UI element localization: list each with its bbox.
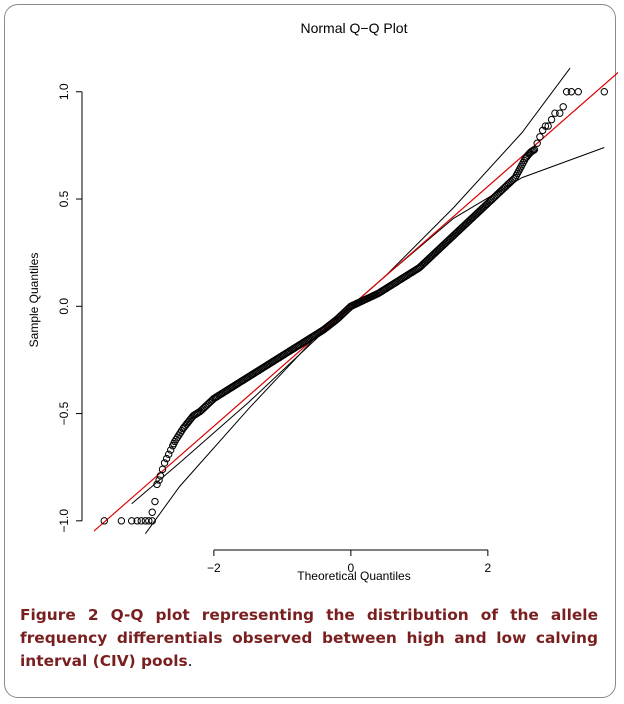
x-axis-label: Theoretical Quantiles [297, 569, 410, 583]
plot-title: Normal Q−Q Plot [301, 20, 408, 36]
data-point [562, 88, 571, 96]
data-point [158, 465, 167, 474]
data-point [343, 306, 351, 314]
data-point [162, 454, 171, 463]
y-tick-label: 1.0 [57, 83, 71, 100]
data-point [536, 133, 544, 141]
data-point [155, 476, 163, 484]
data-point [556, 109, 564, 117]
data-point [495, 189, 503, 197]
data-point [329, 318, 338, 326]
y-tick-label: −1.0 [57, 509, 71, 533]
data-point [453, 228, 461, 237]
data-point [482, 200, 491, 209]
data-point [100, 517, 108, 525]
envelope-lower-curve [144, 147, 605, 534]
figure-label: Figure 2 [20, 606, 99, 624]
data-point [151, 497, 159, 506]
x-tick-label: −2 [207, 561, 221, 575]
data-point [133, 517, 141, 525]
caption-text: Q-Q plot representing the distribution o… [20, 606, 599, 670]
data-point [148, 508, 156, 516]
figure-caption: Figure 2 Q-Q plot representing the distr… [20, 604, 598, 673]
data-point [153, 480, 161, 489]
data-point [574, 88, 582, 96]
data-point [117, 517, 126, 525]
data-point [317, 327, 325, 336]
data-point [559, 103, 567, 111]
data-point [127, 517, 136, 525]
x-tick-label: 0 [348, 561, 355, 575]
envelope-upper-curve [131, 67, 571, 505]
caption-period: . [187, 652, 193, 670]
data-point [167, 446, 175, 454]
axes: −2 0 2 −1.0 −0.5 0.0 0.5 1.0 [57, 83, 492, 575]
data-point [528, 147, 536, 155]
data-point [170, 439, 178, 448]
data-point [544, 122, 552, 130]
data-point [547, 115, 556, 124]
data-point [145, 517, 153, 525]
y-tick-label: 0.0 [57, 298, 71, 315]
data-point [524, 151, 532, 160]
data-point [137, 517, 145, 525]
data-point [480, 203, 488, 211]
y-tick-label: −0.5 [57, 401, 71, 425]
qq-plot: Normal Q−Q Plot −2 0 2 −1.0 −0.5 0.0 0.5 1.0 Th… [27, 20, 618, 583]
data-point [160, 459, 169, 467]
data-point [529, 146, 537, 155]
data-point [200, 403, 208, 412]
y-tick-label: 0.5 [57, 190, 71, 207]
figure-frame [4, 4, 616, 698]
data-point [148, 517, 156, 525]
data-point [567, 88, 576, 96]
data-points [100, 88, 609, 525]
data-point [513, 169, 522, 177]
data-point [508, 176, 517, 184]
data-point [439, 241, 447, 250]
y-axis-label: Sample Quantiles [27, 253, 41, 348]
data-point [501, 182, 510, 191]
data-point [156, 472, 165, 480]
data-point [164, 450, 173, 459]
data-point [425, 254, 434, 263]
data-point [488, 195, 496, 204]
x-tick-label: 2 [485, 561, 492, 575]
data-point [517, 163, 525, 171]
data-point [466, 215, 475, 224]
data-point [600, 88, 609, 96]
data-point [551, 109, 559, 117]
data-point [533, 139, 541, 147]
data-point [541, 122, 550, 130]
